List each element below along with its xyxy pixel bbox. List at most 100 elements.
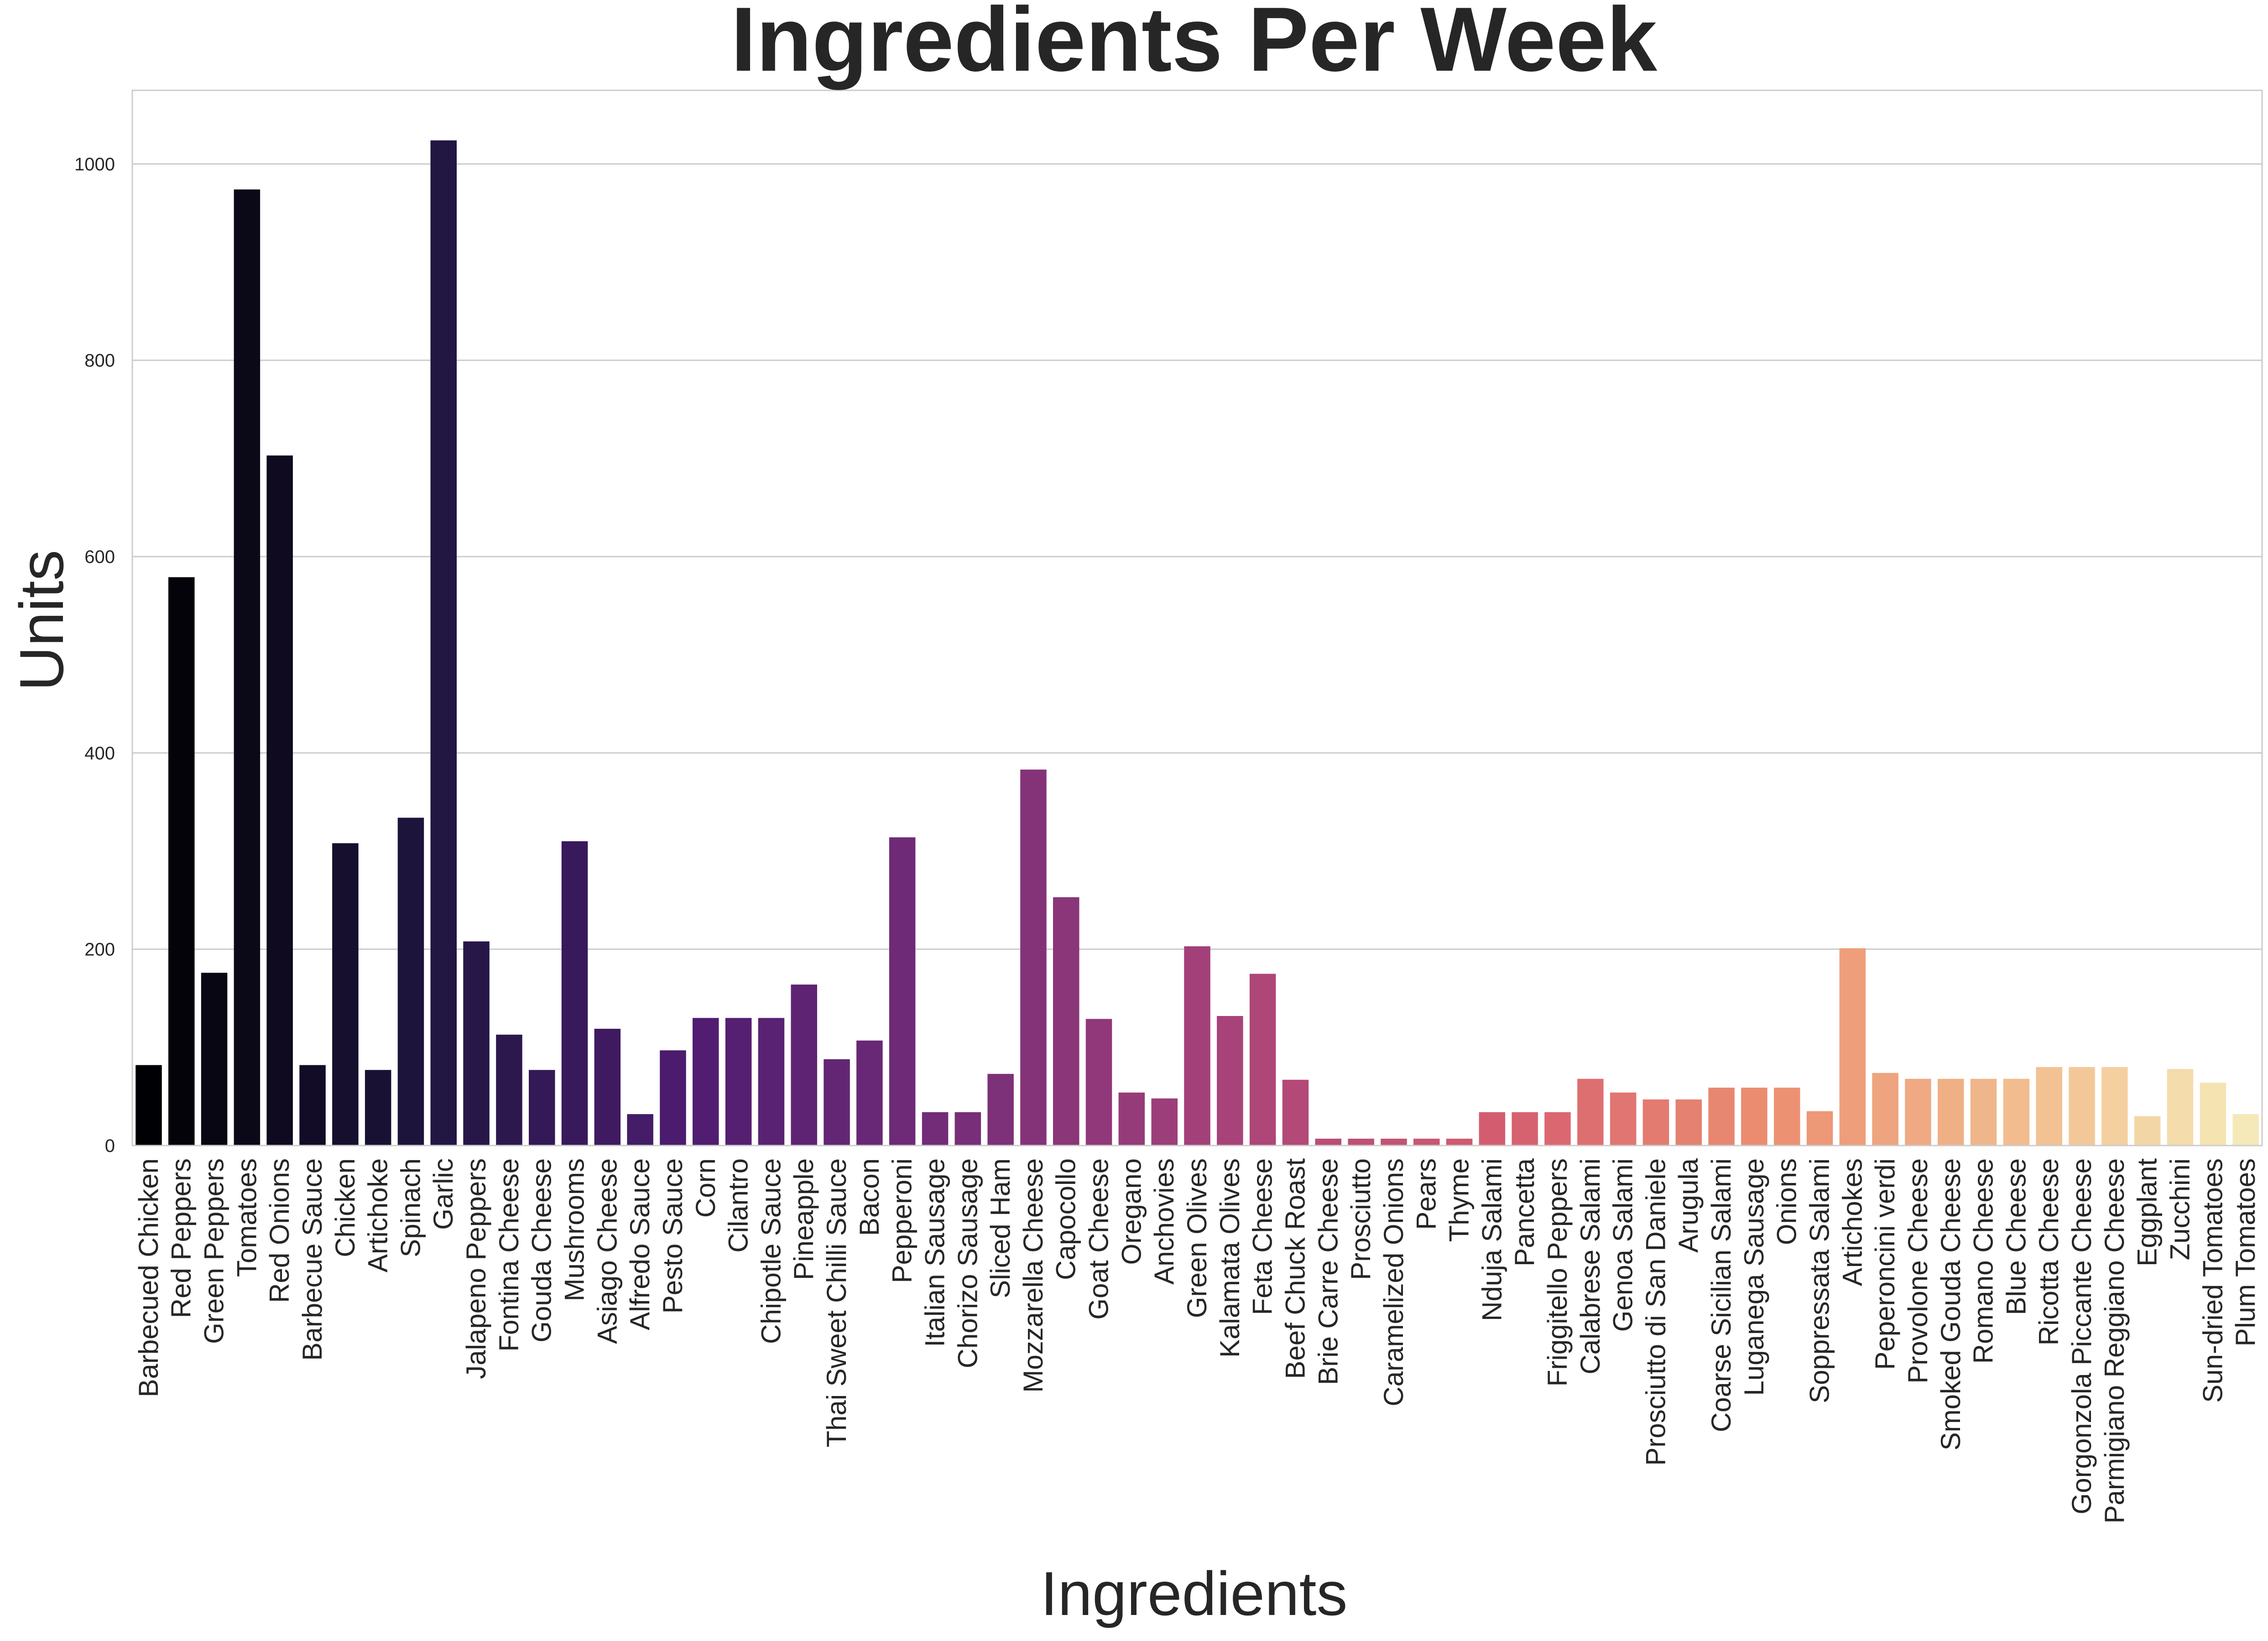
x-tick-label: Pepperoni	[887, 1158, 918, 1283]
x-tick-label: Fontina Cheese	[494, 1158, 524, 1352]
x-tick-label: Plum Tomatoes	[2230, 1158, 2261, 1346]
bar	[856, 1040, 883, 1146]
x-tick-label: Bacon	[854, 1158, 885, 1236]
x-tick-label: Genoa Salami	[1608, 1158, 1638, 1332]
x-tick-label: Green Olives	[1182, 1158, 1212, 1318]
bars	[136, 140, 2259, 1146]
y-tick-label: 800	[84, 351, 115, 371]
bar	[889, 837, 916, 1146]
x-tick-label: Italian Sausage	[920, 1158, 950, 1347]
bar	[1512, 1112, 1538, 1146]
bar	[1118, 1092, 1145, 1146]
bar	[1806, 1111, 1833, 1146]
bar	[1151, 1098, 1178, 1146]
x-tick-label: Jalapeno Peppers	[461, 1158, 491, 1379]
bar	[824, 1059, 850, 1146]
bar	[2101, 1067, 2128, 1146]
x-tick-label: Caramelized Onions	[1378, 1158, 1409, 1407]
bar	[758, 1018, 785, 1146]
x-tick-label: Asiago Cheese	[592, 1158, 622, 1344]
bar	[594, 1029, 621, 1146]
x-tick-label: Cilantro	[723, 1158, 754, 1253]
x-tick-labels: Barbecued Chicken Red Peppers Green Pepper…	[133, 1158, 2261, 1523]
x-tick-label: Oregano	[1116, 1158, 1147, 1265]
bar	[1938, 1078, 1964, 1146]
bar	[1708, 1088, 1735, 1146]
x-tick-label: Pancetta	[1509, 1158, 1540, 1266]
x-tick-label: Spinach	[395, 1158, 426, 1257]
x-tick-label: Pears	[1411, 1158, 1442, 1230]
bar	[954, 1112, 981, 1146]
bar	[2200, 1083, 2226, 1146]
x-tick-label: Blue Cheese	[2001, 1158, 2031, 1315]
x-tick-label: Friggitello Peppers	[1542, 1158, 1573, 1386]
bar	[2069, 1067, 2095, 1146]
x-tick-label: Zucchini	[2165, 1158, 2195, 1260]
y-tick-label: 200	[84, 940, 115, 960]
y-axis-label: Units	[7, 550, 76, 691]
bar	[2134, 1116, 2161, 1146]
x-tick-label: Alfredo Sauce	[625, 1158, 655, 1330]
bar	[2167, 1069, 2194, 1146]
bar	[234, 189, 261, 1146]
x-tick-label: Chicken	[330, 1158, 360, 1257]
bar	[365, 1070, 391, 1146]
bar	[168, 577, 195, 1146]
bar	[463, 941, 490, 1146]
x-tick-label: Red Onions	[264, 1158, 295, 1303]
bar	[136, 1065, 162, 1146]
x-tick-label: Mushrooms	[559, 1158, 590, 1301]
bar	[1675, 1099, 1702, 1146]
y-tick-label: 400	[84, 743, 115, 763]
x-tick-label: Green Peppers	[199, 1158, 229, 1344]
bar	[1348, 1138, 1374, 1146]
bar	[1544, 1112, 1571, 1146]
x-tick-label: Romano Cheese	[1968, 1158, 1999, 1364]
x-tick-label: Eggplant	[2132, 1158, 2163, 1266]
x-tick-label: Calabrese Salami	[1575, 1158, 1606, 1375]
x-tick-label: Sliced Ham	[985, 1158, 1016, 1298]
bar	[561, 841, 588, 1146]
bar	[529, 1070, 555, 1146]
bar	[1446, 1138, 1473, 1146]
bar	[660, 1050, 686, 1146]
bar	[1020, 769, 1047, 1146]
bar	[299, 1065, 326, 1146]
x-tick-label: Prosciutto	[1345, 1158, 1376, 1280]
x-tick-label: Thai Sweet Chilli Sauce	[821, 1158, 852, 1448]
y-tick-label: 600	[84, 547, 115, 567]
bar	[1381, 1138, 1407, 1146]
x-tick-label: Anchovies	[1149, 1158, 1179, 1285]
bar	[332, 843, 359, 1146]
x-tick-label: Mozzarella Cheese	[1018, 1158, 1048, 1393]
x-tick-label: Corn	[690, 1158, 721, 1218]
bar	[496, 1034, 522, 1146]
x-tick-label: Thyme	[1444, 1158, 1475, 1242]
x-tick-label: Brie Carre Cheese	[1313, 1158, 1343, 1385]
bar	[1249, 974, 1276, 1146]
x-tick-label: Barbecued Chicken	[133, 1158, 164, 1397]
bar	[1905, 1078, 1931, 1146]
bar	[1577, 1078, 1604, 1146]
x-tick-label: Feta Cheese	[1247, 1158, 1278, 1315]
bar	[1741, 1088, 1767, 1146]
x-tick-label: Soppressata Salami	[1804, 1158, 1835, 1403]
bar	[987, 1073, 1014, 1146]
x-tick-label: Onions	[1772, 1158, 1802, 1245]
bar	[201, 973, 228, 1146]
bar	[1970, 1078, 1997, 1146]
x-tick-label: Chorizo Sausage	[952, 1158, 983, 1368]
bar	[1610, 1092, 1637, 1146]
bar	[1774, 1088, 1800, 1146]
x-tick-label: Ricotta Cheese	[2033, 1158, 2064, 1345]
bar	[1217, 1016, 1243, 1146]
bar	[725, 1018, 752, 1146]
x-tick-label: Luganega Sausage	[1739, 1158, 1769, 1396]
bar	[791, 985, 817, 1146]
x-tick-label: Beef Chuck Roast	[1280, 1158, 1310, 1379]
x-tick-label: Arugula	[1673, 1158, 1704, 1252]
x-tick-label: Kalamata Olives	[1215, 1158, 1245, 1358]
bar	[2232, 1114, 2259, 1146]
x-tick-label: Gorgonzola Piccante Cheese	[2066, 1158, 2097, 1514]
